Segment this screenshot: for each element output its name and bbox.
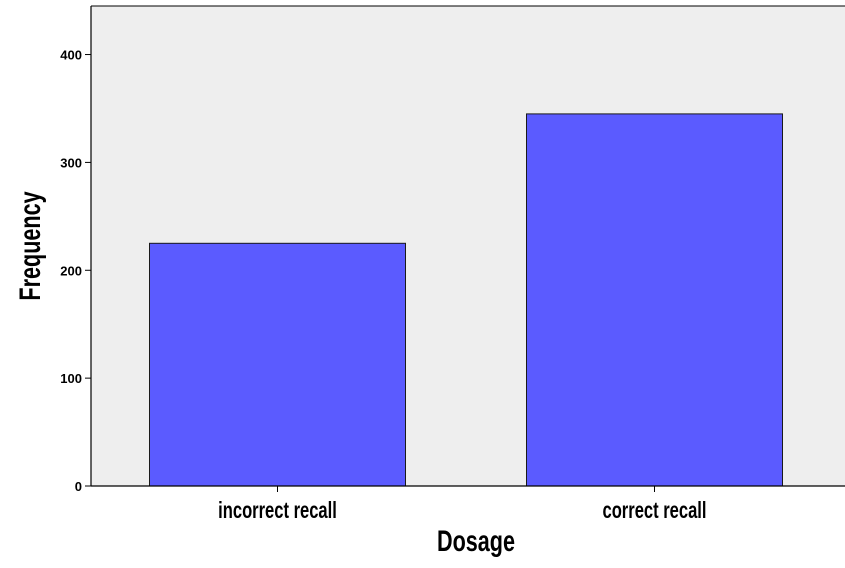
y-tick-label: 200 bbox=[60, 263, 82, 278]
bar-incorrect-recall bbox=[149, 242, 406, 487]
y-axis-title: Frequency bbox=[12, 191, 46, 301]
x-axis-title: Dosage bbox=[437, 523, 515, 557]
axes-group bbox=[90, 5, 845, 487]
y-tick-label: 300 bbox=[60, 155, 82, 170]
x-category-label: correct recall bbox=[603, 498, 707, 523]
y-tick-label: 0 bbox=[75, 479, 82, 494]
bars-group bbox=[149, 113, 783, 487]
x-category-label: incorrect recall bbox=[218, 498, 337, 523]
y-tick-label: 400 bbox=[60, 48, 82, 63]
x-category-labels-group: incorrect recall correct recall bbox=[218, 486, 706, 524]
y-ticks-group: 0 100 200 300 400 bbox=[60, 48, 91, 494]
bar-correct-recall bbox=[526, 113, 783, 487]
y-tick-label: 100 bbox=[60, 371, 82, 386]
